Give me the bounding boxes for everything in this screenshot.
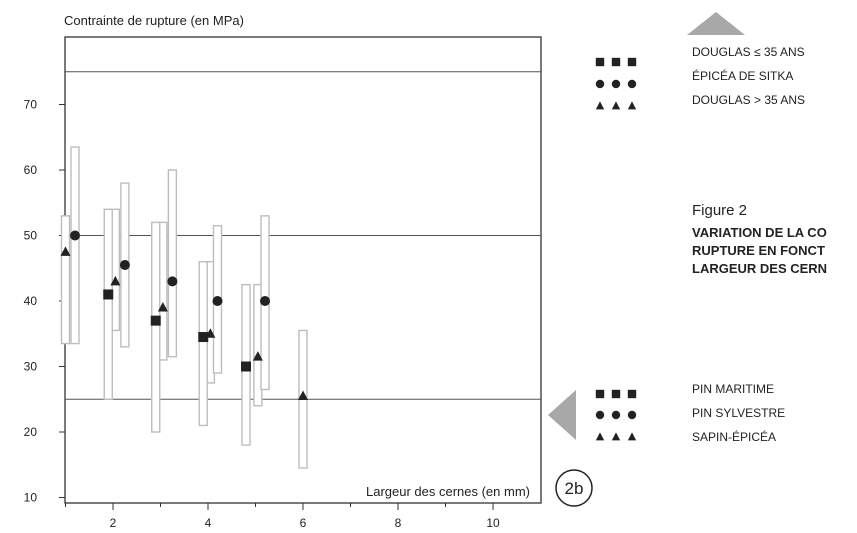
caption-line-3: LARGEUR DES CERN	[692, 261, 827, 276]
legend-circle-icon	[612, 411, 620, 419]
square-marker	[198, 332, 208, 342]
y-tick-label: 60	[24, 163, 38, 177]
range-bars	[62, 147, 308, 468]
square-marker	[241, 362, 251, 372]
circle-marker	[213, 296, 223, 306]
legend-triangle-icon	[612, 101, 620, 109]
x-axis: 2 4 6 8 10	[66, 503, 500, 530]
y-tick-label: 40	[24, 294, 38, 308]
x-tick-label: 6	[300, 516, 307, 530]
range-bar	[168, 170, 176, 357]
square-marker	[151, 316, 161, 326]
y-axis: 10 20 30 40 50 60 70	[24, 98, 65, 505]
figure-badge-label: 2b	[565, 479, 584, 498]
legend-top-item-2: ÉPICÉA DE SITKA	[692, 68, 793, 83]
legend-circle-icon	[628, 411, 636, 419]
legend-bottom-markers	[596, 390, 636, 441]
range-bar	[71, 147, 79, 344]
circle-marker	[120, 260, 130, 270]
range-bar	[152, 222, 160, 432]
legend-bottom-item-2: PIN SYLVESTRE	[692, 406, 785, 420]
legend-circle-icon	[628, 80, 636, 88]
y-tick-label: 70	[24, 98, 38, 112]
data-points	[61, 231, 309, 400]
x-axis-title: Largeur des cernes (en mm)	[366, 484, 530, 499]
legend-triangle-icon	[628, 101, 636, 109]
legend-bottom-item-3: SAPIN-ÉPICÉA	[692, 429, 776, 444]
x-tick-label: 2	[110, 516, 117, 530]
legend-circle-icon	[596, 411, 604, 419]
y-axis-title: Contrainte de rupture (en MPa)	[64, 13, 244, 28]
legend-top-item-1: DOUGLAS ≤ 35 ANS	[692, 45, 805, 59]
legend-square-icon	[612, 58, 620, 66]
square-marker	[103, 289, 113, 299]
legend-square-icon	[596, 58, 604, 66]
circle-marker	[70, 231, 80, 241]
legend-top-markers	[596, 58, 636, 110]
y-tick-label: 50	[24, 229, 38, 243]
legend-bottom-item-1: PIN MARITIME	[692, 382, 774, 396]
y-tick-label: 20	[24, 425, 38, 439]
legend-circle-icon	[596, 80, 604, 88]
legend-triangle-icon	[612, 432, 620, 440]
legend-square-icon	[612, 390, 620, 398]
caption-line-2: RUPTURE EN FONCT	[692, 243, 825, 258]
shade-wedge-bottom-icon	[548, 390, 576, 440]
legend-square-icon	[628, 390, 636, 398]
caption-line-1: VARIATION DE LA CO	[692, 225, 827, 240]
range-bar	[104, 209, 112, 399]
legend-circle-icon	[612, 80, 620, 88]
range-bar	[199, 262, 207, 426]
x-tick-label: 10	[486, 516, 500, 530]
x-tick-label: 8	[395, 516, 402, 530]
legend-triangle-icon	[596, 101, 604, 109]
legend-square-icon	[628, 58, 636, 66]
shade-wedge-top-icon	[687, 12, 745, 35]
circle-marker	[167, 276, 177, 286]
x-tick-label: 4	[205, 516, 212, 530]
legend-top-item-3: DOUGLAS > 35 ANS	[692, 93, 805, 107]
figure-label: Figure 2	[692, 202, 747, 219]
legend-triangle-icon	[596, 432, 604, 440]
y-tick-label: 10	[24, 491, 38, 505]
range-bar	[62, 216, 70, 344]
circle-marker	[260, 296, 270, 306]
legend-square-icon	[596, 390, 604, 398]
y-tick-label: 30	[24, 360, 38, 374]
legend-triangle-icon	[628, 432, 636, 440]
